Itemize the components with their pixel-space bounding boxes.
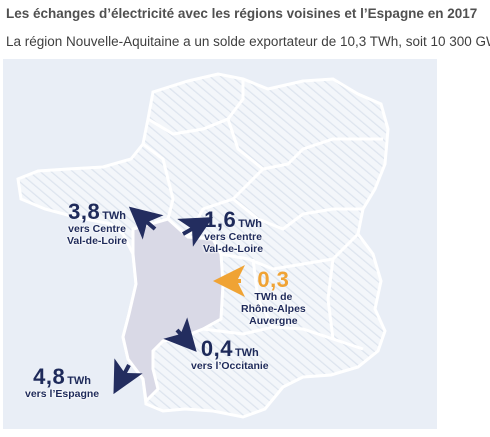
region-borders xyxy=(142,79,383,351)
flow-label-centre-ne: 1,6 TWh vers Centre Val-de-Loire xyxy=(203,207,264,256)
flow-label-rhone-alpes: 0,3 TWh de Rhône-Alpes Auvergne xyxy=(241,267,306,328)
arrow-export-occitanie xyxy=(163,317,197,352)
flow-label-centre-nw: 3,8 TWh vers Centre Val-de-Loire xyxy=(67,199,128,248)
arrow-export-espagne xyxy=(113,358,143,395)
map-panel: 3,8 TWh vers Centre Val-de-Loire 1,6 TWh v… xyxy=(3,59,437,429)
arrow-export-centre-nw xyxy=(128,206,164,240)
region-nouvelle-aquitaine xyxy=(121,217,225,405)
chart-title: Les échanges d’électricité avec les régi… xyxy=(6,6,478,21)
flow-label-espagne: 4,8 TWh vers l’Espagne xyxy=(25,364,100,401)
arrow-export-centre-ne xyxy=(177,217,213,247)
chart-subtitle: La région Nouvelle-Aquitaine a un solde … xyxy=(6,34,490,49)
flow-label-occitanie: 0,4 TWh vers l’Occitanie xyxy=(191,336,269,373)
france-map xyxy=(16,72,390,419)
